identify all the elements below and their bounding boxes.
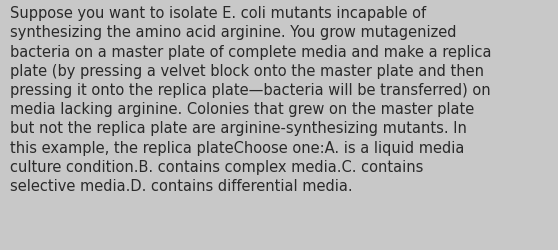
Text: Suppose you want to isolate E. coli mutants incapable of
synthesizing the amino : Suppose you want to isolate E. coli muta… — [10, 6, 492, 193]
